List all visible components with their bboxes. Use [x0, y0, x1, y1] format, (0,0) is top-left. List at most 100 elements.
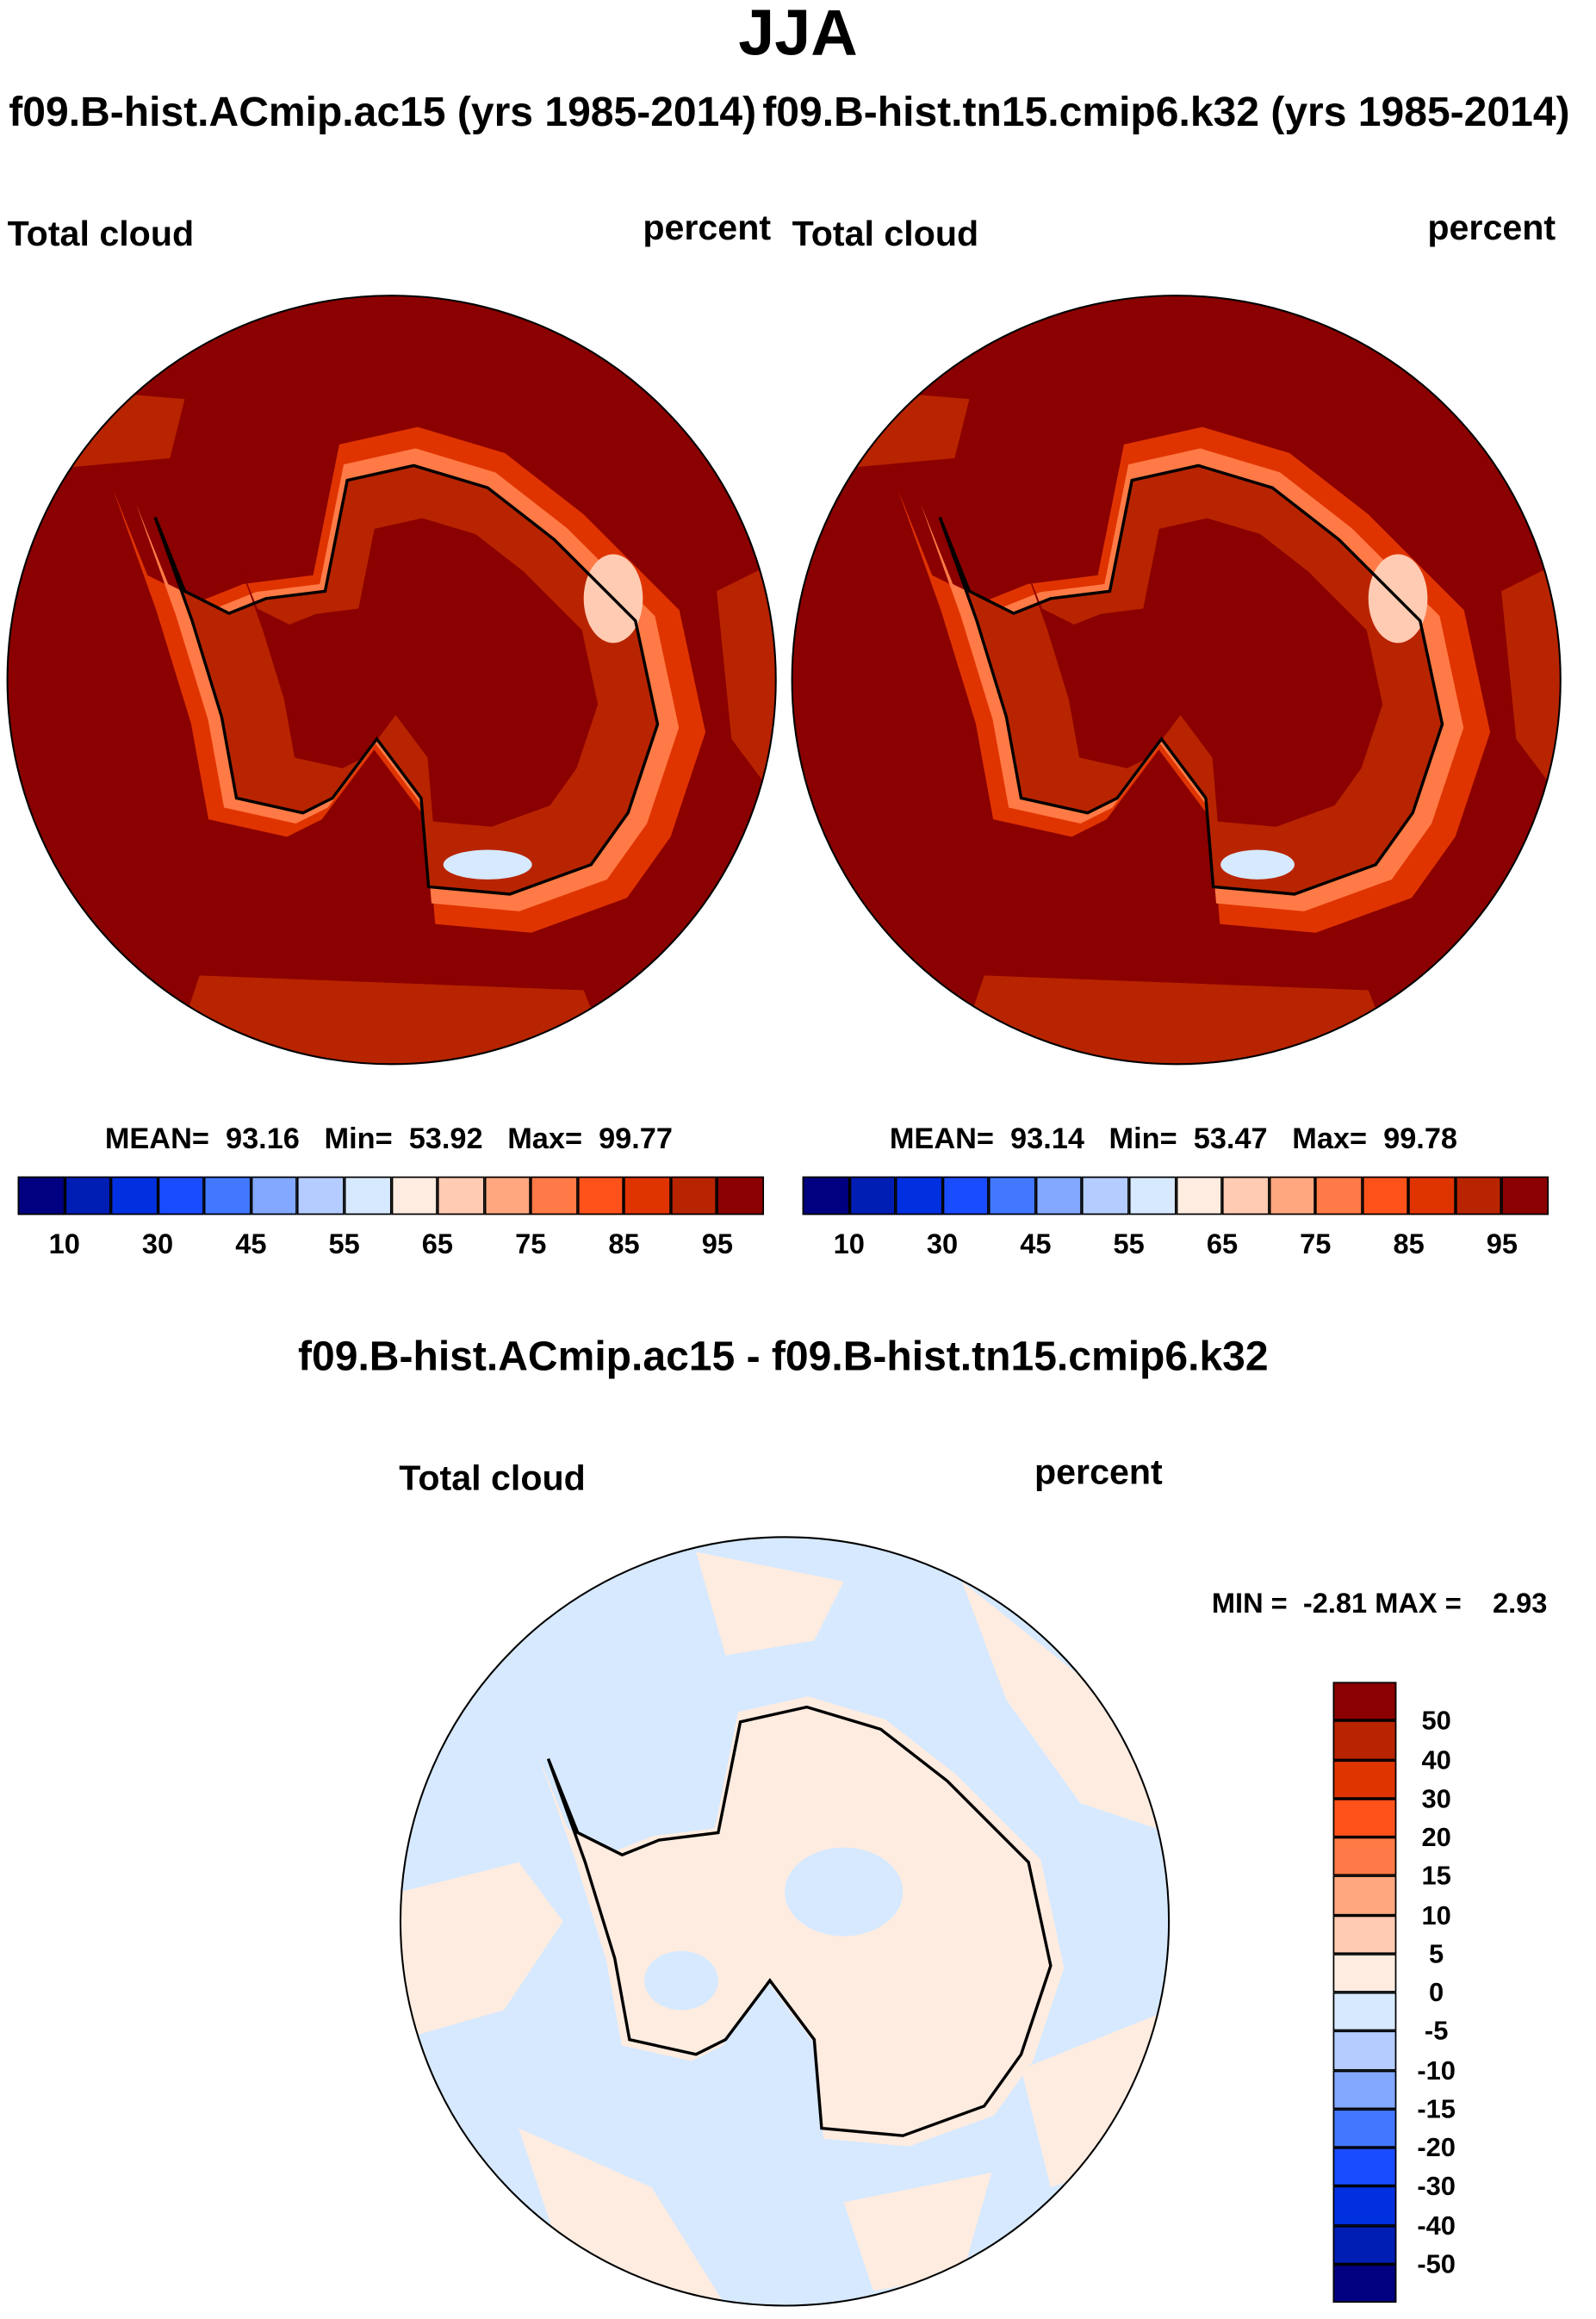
- colorbar-box: [1455, 1176, 1502, 1215]
- colorbar-box: [1332, 1875, 1397, 1915]
- colorbar-box: [577, 1176, 624, 1215]
- min-label: Min=: [324, 1122, 393, 1156]
- colorbar-box: [624, 1176, 671, 1215]
- mean-value: 93.16: [225, 1122, 300, 1156]
- colorbar-box: [942, 1176, 990, 1215]
- min-label: Min=: [1109, 1122, 1177, 1156]
- colorbar-box: [1332, 1720, 1397, 1760]
- mean-label: MEAN=: [104, 1122, 209, 1156]
- colorbar-box: [64, 1176, 111, 1215]
- min-value: 53.47: [1193, 1122, 1268, 1156]
- colorbar-tick-label: -30: [1417, 2171, 1456, 2202]
- panel-1-units: percent: [643, 208, 772, 249]
- colorbar-box: [1362, 1176, 1409, 1215]
- colorbar-box: [1332, 1759, 1397, 1799]
- difference-units: percent: [1034, 1452, 1163, 1493]
- panel-1-case-title: f09.B-hist.ACmip.ac15 (yrs 1985-2014): [9, 88, 757, 135]
- colorbar-box: [1128, 1176, 1176, 1215]
- colorbar-box: [1035, 1176, 1083, 1215]
- max-value: 99.77: [599, 1122, 673, 1156]
- colorbar-box: [1332, 2224, 1397, 2265]
- map-panel-2: [791, 295, 1562, 1066]
- colorbar-tick-label: 85: [608, 1229, 640, 1261]
- colorbar-box: [437, 1176, 485, 1215]
- colorbar-difference: 50 40 30 20 15 10 5 0 -5 -10 -15 -20 -30 -40 -50: [1332, 1682, 1456, 2303]
- colorbar-tick-label: 10: [1421, 1899, 1451, 1930]
- colorbar-tick-label: 10: [48, 1229, 80, 1261]
- colorbar-tick-label: 65: [421, 1229, 454, 1261]
- mean-value: 93.14: [1010, 1122, 1084, 1156]
- mean-label: MEAN=: [889, 1122, 994, 1156]
- colorbar-tick-label: 5: [1429, 1938, 1444, 1968]
- panel-1-stats: MEAN= 93.16 Min= 53.92 Max= 99.77: [105, 1123, 673, 1157]
- colorbar-box: [1332, 2264, 1397, 2303]
- colorbar-tick-label: -5: [1424, 2016, 1449, 2046]
- colorbar-box: [158, 1176, 205, 1215]
- colorbar-box: [1501, 1176, 1549, 1215]
- colorbar-box: [1332, 1914, 1397, 1954]
- colorbar-tick-label: 85: [1393, 1229, 1425, 1261]
- panel-2-variable: Total cloud: [792, 214, 979, 255]
- colorbar-box: [670, 1176, 717, 1215]
- colorbar-box: [1332, 1837, 1397, 1876]
- min-value: 53.92: [408, 1122, 483, 1156]
- map-difference: [399, 1536, 1171, 2307]
- colorbar-tick-label: -40: [1417, 2210, 1456, 2241]
- colorbar-tick-label: 20: [1421, 1822, 1451, 1852]
- colorbar-tick-label: 75: [515, 1229, 547, 1261]
- colorbar-box: [1332, 1992, 1397, 2031]
- colorbar-tick-label: 40: [1421, 1744, 1451, 1775]
- difference-minmax: MIN = -2.81 MAX = 2.93: [1211, 1588, 1548, 1620]
- colorbar-box: [297, 1176, 345, 1215]
- colorbar-box: [110, 1176, 158, 1215]
- colorbar-tick-label: 30: [1421, 1783, 1451, 1813]
- colorbar-tick-label: 10: [833, 1229, 865, 1261]
- colorbar-box: [1332, 2147, 1397, 2186]
- colorbar-box: [989, 1176, 1036, 1215]
- max-label: Max=: [507, 1122, 583, 1156]
- panel-2-stats: MEAN= 93.14 Min= 53.47 Max= 99.78: [890, 1123, 1457, 1157]
- panel-1-variable: Total cloud: [7, 214, 195, 255]
- colorbar-box: [1332, 1682, 1397, 1721]
- panel-2-case-title: f09.B-hist.tn15.cmip6.k32 (yrs 1985-2014…: [762, 88, 1570, 135]
- colorbar-box: [251, 1176, 298, 1215]
- colorbar-box: [1332, 2108, 1397, 2148]
- colorbar-tick-label: 45: [235, 1229, 267, 1261]
- colorbar-tick-label: 75: [1300, 1229, 1332, 1261]
- max-value: 99.78: [1383, 1122, 1458, 1156]
- colorbar-tick-label: 15: [1421, 1861, 1451, 1891]
- colorbar-tick-label: 55: [328, 1229, 360, 1261]
- colorbar-tick-label: -10: [1417, 2055, 1456, 2085]
- colorbar-tick-label: 0: [1429, 1977, 1444, 2007]
- colorbar-box: [848, 1176, 896, 1215]
- colorbar-tick-label: 95: [701, 1229, 733, 1261]
- colorbar-box: [484, 1176, 531, 1215]
- colorbar-box: [717, 1176, 765, 1215]
- map-panel-1: [6, 295, 777, 1066]
- colorbar-box: [17, 1176, 65, 1215]
- colorbar-tick-label: -20: [1417, 2132, 1456, 2163]
- colorbar-box: [204, 1176, 252, 1215]
- colorbar-box: [1332, 1953, 1397, 1993]
- colorbar-tick-label: -50: [1417, 2248, 1456, 2279]
- difference-variable: Total cloud: [399, 1458, 586, 1499]
- difference-title: f09.B-hist.ACmip.ac15 - f09.B-hist.tn15.…: [298, 1333, 1269, 1379]
- colorbar-tick-label: -15: [1417, 2093, 1456, 2124]
- colorbar-box: [531, 1176, 578, 1215]
- colorbar-tick-label: 30: [926, 1229, 959, 1261]
- colorbar-tick-label: 50: [1421, 1706, 1451, 1736]
- colorbar-box: [390, 1176, 438, 1215]
- figure-title: JJA: [738, 0, 858, 70]
- max-label: Max=: [1292, 1122, 1368, 1156]
- colorbar-box: [1332, 2185, 1397, 2225]
- colorbar-box: [1332, 2030, 1397, 2070]
- colorbar-box: [1175, 1176, 1222, 1215]
- colorbar-panel-2: 10 30 45 55 65 75 85 95: [802, 1176, 1549, 1260]
- panel-2-units: percent: [1427, 208, 1556, 249]
- colorbar-box: [1408, 1176, 1456, 1215]
- colorbar-box: [1315, 1176, 1363, 1215]
- colorbar-box: [1332, 1798, 1397, 1837]
- colorbar-box: [1082, 1176, 1129, 1215]
